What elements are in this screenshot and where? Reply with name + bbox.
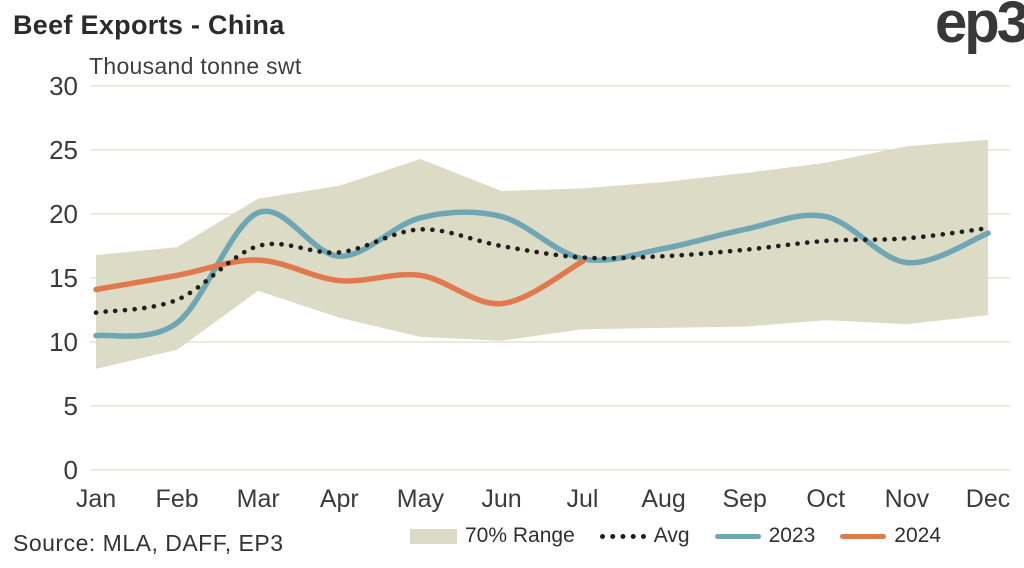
x-tick-label: Dec	[966, 485, 1010, 513]
legend-label-2024: 2024	[894, 524, 941, 547]
x-tick-label: Jan	[76, 485, 116, 513]
source-note: Source: MLA, DAFF, EP3	[13, 530, 284, 556]
x-tick-label: Nov	[885, 485, 930, 513]
line-2023	[93, 208, 991, 339]
x-tick-label: Jul	[567, 485, 599, 513]
y-tick-label: 0	[64, 455, 78, 485]
y-tick-label: 5	[64, 391, 78, 421]
x-tick-label: Sep	[722, 485, 766, 513]
line-2023-swatch-icon	[714, 533, 761, 539]
y-tick-label: 25	[49, 135, 78, 165]
ep3-logo: ep3	[935, 0, 1024, 55]
range-band	[96, 139, 988, 369]
line-2024	[93, 257, 586, 307]
x-tick-label: Apr	[320, 485, 359, 513]
x-tick-label: Jun	[481, 485, 521, 513]
y-tick-label: 15	[49, 263, 78, 293]
legend-item-2024: 2024	[840, 524, 941, 548]
x-tick-label: Feb	[156, 485, 199, 513]
range-swatch-icon	[410, 528, 457, 544]
y-tick-label: 30	[49, 71, 78, 101]
y-axis-unit-label: Thousand tonne swt	[89, 53, 302, 79]
x-tick-label: May	[397, 485, 445, 513]
x-tick-label: Aug	[641, 485, 685, 513]
line-2024-swatch-icon	[840, 533, 887, 539]
legend-item-avg: Avg	[599, 524, 690, 548]
legend-label-avg: Avg	[653, 524, 690, 547]
page-title: Beef Exports - China	[13, 10, 285, 40]
legend-label-2023: 2023	[768, 524, 816, 547]
avg-dotted-swatch-icon	[599, 533, 646, 539]
x-tick-label: Mar	[237, 485, 280, 513]
legend-item-2023: 2023	[714, 524, 816, 548]
legend-item-range: 70% Range	[410, 524, 575, 548]
legend: 70% Range Avg 2023 2024	[410, 521, 941, 551]
legend-label-range: 70% Range	[465, 524, 575, 547]
x-tick-label: Oct	[806, 485, 845, 513]
y-tick-label: 20	[49, 199, 78, 229]
y-tick-label: 10	[49, 327, 78, 357]
avg-line	[93, 225, 991, 315]
